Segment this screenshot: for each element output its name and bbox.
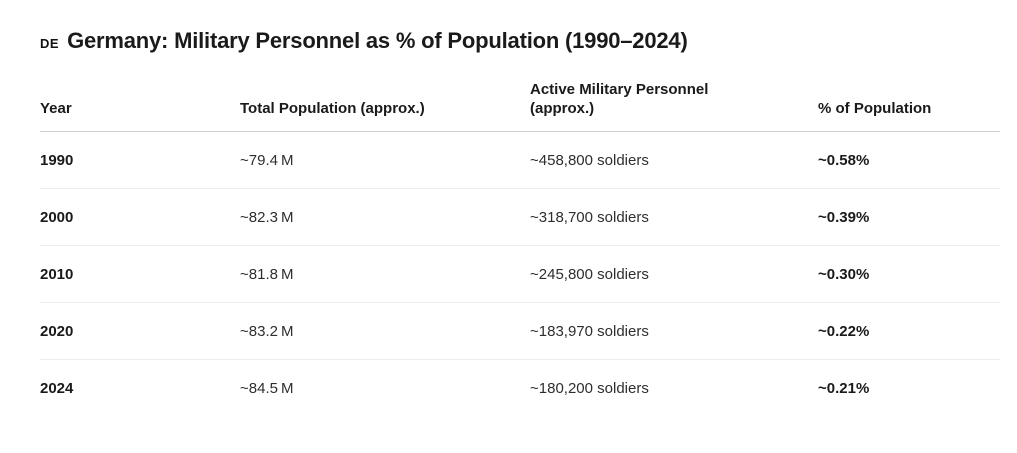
- table-header-row: Year Total Population (approx.) Active M…: [40, 80, 1000, 132]
- table-body: 1990 ~79.4 M ~458,800 soldiers ~0.58% 20…: [40, 131, 1000, 417]
- military-cell: ~183,970 soldiers: [530, 302, 818, 360]
- page-title-text: Germany: Military Personnel as % of Popu…: [67, 28, 688, 53]
- table-row: 2024 ~84.5 M ~180,200 soldiers ~0.21%: [40, 360, 1000, 417]
- military-cell: ~318,700 soldiers: [530, 188, 818, 246]
- year-cell: 2020: [40, 302, 240, 360]
- military-cell: ~180,200 soldiers: [530, 379, 649, 397]
- military-cell: ~245,800 soldiers: [530, 245, 818, 303]
- percent-cell: ~0.30%: [818, 245, 1000, 303]
- population-cell: ~83.2 M: [240, 302, 530, 360]
- page: DE Germany: Military Personnel as % of P…: [40, 26, 1017, 416]
- table-row: 2020 ~83.2 M ~183,970 soldiers ~0.22%: [40, 302, 1000, 360]
- percent-cell: ~0.22%: [818, 302, 1000, 360]
- column-header-active-military: Active Military Personnel (approx.): [530, 80, 818, 132]
- percent-cell: ~0.58%: [818, 131, 1000, 189]
- column-header-percent-population: % of Population: [818, 80, 1000, 132]
- table-row: 2010 ~81.8 M ~245,800 soldiers ~0.30%: [40, 245, 1000, 303]
- table-row: 1990 ~79.4 M ~458,800 soldiers ~0.58%: [40, 131, 1000, 189]
- year-cell: 1990: [40, 131, 240, 189]
- year-cell: 2000: [40, 188, 240, 246]
- population-cell: ~84.5 M: [240, 379, 294, 397]
- column-header-total-population: Total Population (approx.): [240, 80, 530, 132]
- percent-cell: ~0.39%: [818, 188, 1000, 246]
- population-cell: ~79.4 M: [240, 131, 530, 189]
- population-cell: ~81.8 M: [240, 245, 530, 303]
- germany-flag-icon: DE: [40, 36, 60, 51]
- page-title: DE Germany: Military Personnel as % of P…: [40, 26, 1017, 59]
- year-cell: 2024: [40, 379, 74, 397]
- population-cell: ~82.3 M: [240, 188, 530, 246]
- percent-cell: ~0.21%: [818, 379, 870, 397]
- data-table: Year Total Population (approx.) Active M…: [40, 80, 1000, 416]
- column-header-year: Year: [40, 80, 240, 132]
- table-header: Year Total Population (approx.) Active M…: [40, 80, 1000, 132]
- table-row: 2000 ~82.3 M ~318,700 soldiers ~0.39%: [40, 188, 1000, 246]
- year-cell: 2010: [40, 245, 240, 303]
- military-cell: ~458,800 soldiers: [530, 131, 818, 189]
